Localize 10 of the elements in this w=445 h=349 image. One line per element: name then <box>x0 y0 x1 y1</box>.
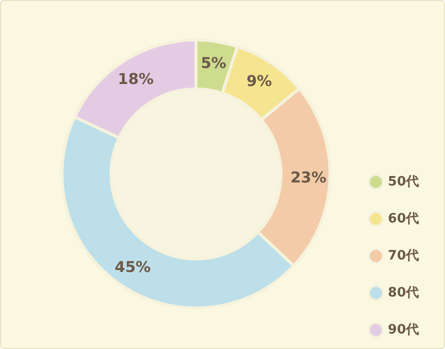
legend-label: 60代 <box>388 212 420 226</box>
data-label: 5% <box>200 54 226 72</box>
legend-label: 50代 <box>388 174 420 190</box>
legend-label: 70代 <box>388 248 420 264</box>
data-label: 23% <box>290 168 326 187</box>
data-label: 9% <box>246 72 272 90</box>
data-label: 18% <box>118 70 154 88</box>
legend-label: 90代 <box>388 322 420 338</box>
legend-label: 80代 <box>388 286 420 300</box>
data-label: 45% <box>114 258 151 276</box>
